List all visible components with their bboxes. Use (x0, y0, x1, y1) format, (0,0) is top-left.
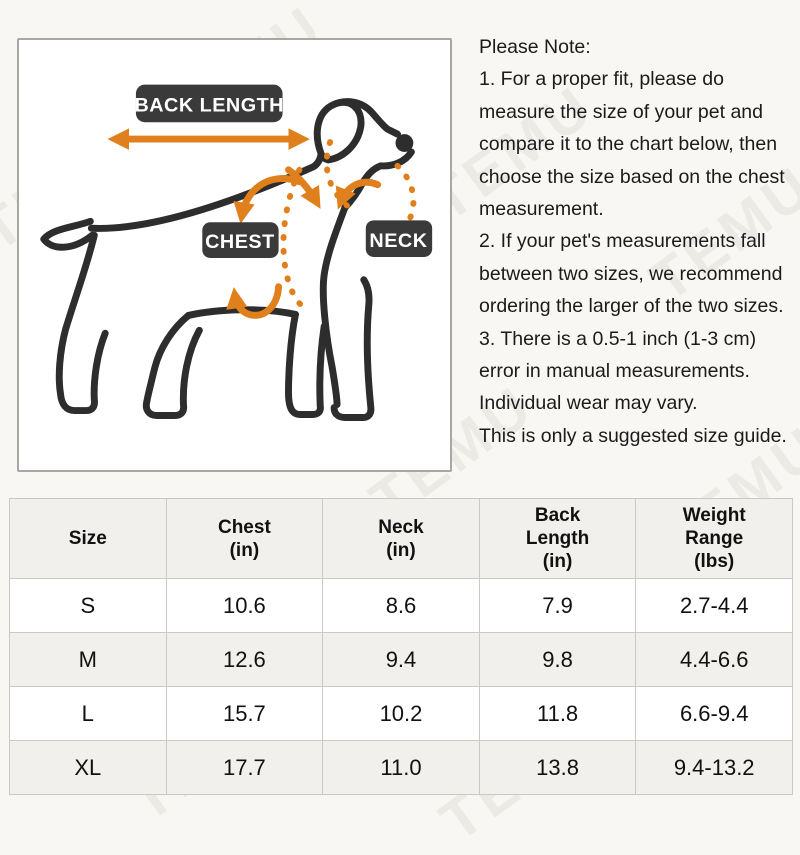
note-item: 3. There is a 0.5-1 inch (1-3 cm) error … (479, 327, 757, 383)
column-header-size: Size (9, 498, 167, 579)
note-item: 2. If your pet's measurements fall betwe… (479, 230, 784, 318)
dog-front-leg-far (285, 310, 328, 418)
column-header-back-length: Back Length (in) (478, 498, 637, 579)
neck-label-bg (365, 220, 433, 257)
dog-tail (40, 217, 96, 251)
chest-girth-dashed-line (280, 166, 306, 310)
dog-back (87, 150, 325, 232)
neck-label: NECK (369, 230, 427, 252)
back-length-label: BACK LENGTH (134, 94, 284, 116)
dog-rear-leg-near (142, 311, 203, 419)
cell-chest: 15.7 (165, 686, 324, 741)
cell-size: XL (9, 740, 167, 795)
column-header-chest: Chest (in) (165, 498, 324, 579)
back-length-label-bg (135, 84, 283, 123)
table-row: S 10.6 8.6 7.9 2.7-4.4 (9, 578, 793, 633)
cell-weight: 4.4-6.6 (635, 632, 793, 687)
chest-label: CHEST (205, 231, 275, 253)
chest-arrow-top (233, 175, 303, 224)
neck-arrow (335, 178, 382, 210)
chest-label-bg (202, 222, 279, 258)
size-chart-table: Size Chest (in) Neck (in) Back Length (i… (9, 498, 793, 795)
cell-chest: 17.7 (165, 740, 324, 795)
cell-back-length: 9.8 (478, 632, 637, 687)
table-header-row: Size Chest (in) Neck (in) Back Length (i… (9, 498, 793, 579)
cell-neck: 10.2 (322, 686, 480, 741)
cell-back-length: 13.8 (478, 740, 637, 795)
dog-jaw (341, 148, 415, 211)
measure-dashed-lines (280, 139, 417, 310)
column-header-weight-range: Weight Range (lbs) (635, 498, 793, 579)
dog-chest-front (319, 203, 349, 409)
dog-outline (40, 98, 415, 421)
dog-rear-leg-far (55, 231, 109, 415)
cell-weight: 9.4-13.2 (635, 740, 793, 795)
table-row: XL 17.7 11.0 13.8 9.4-13.2 (9, 740, 793, 795)
dog-ear (313, 99, 365, 164)
diagram-labels: BACK LENGTH CHEST NECK (134, 84, 433, 258)
chest-arrow-bottom (226, 283, 283, 319)
cell-neck: 9.4 (322, 632, 480, 687)
dog-measurement-illustration: BACK LENGTH CHEST NECK (40, 84, 433, 421)
notes-block: Please Note: 1. For a proper fit, please… (479, 31, 798, 452)
cell-back-length: 11.8 (478, 686, 637, 741)
note-item: This is only a suggested size guide. (479, 424, 787, 447)
cell-weight: 6.6-9.4 (635, 686, 793, 741)
dog-front-leg-near (330, 276, 375, 421)
notes-title: Please Note: (479, 36, 591, 58)
note-item: Individual wear may vary. (479, 392, 698, 415)
cell-chest: 12.6 (165, 632, 324, 687)
cell-size: S (9, 578, 167, 633)
column-header-neck: Neck (in) (322, 498, 480, 579)
cell-size: L (9, 686, 167, 741)
measure-arrows (107, 128, 382, 319)
withers-arrow (285, 166, 321, 209)
cell-back-length: 7.9 (478, 578, 637, 633)
dog-nose (395, 134, 414, 152)
neck-girth-dashed-line-right (394, 162, 417, 221)
cell-size: M (9, 632, 167, 687)
cell-neck: 8.6 (322, 578, 480, 633)
cell-neck: 11.0 (322, 740, 480, 795)
table-row: L 15.7 10.2 11.8 6.6-9.4 (9, 686, 793, 741)
cell-weight: 2.7-4.4 (635, 578, 793, 633)
table-row: M 12.6 9.4 9.8 4.4-6.6 (9, 632, 793, 687)
note-item: 1. For a proper fit, please do measure t… (479, 68, 785, 221)
cell-chest: 10.6 (165, 578, 324, 633)
measurement-diagram-card: BACK LENGTH CHEST NECK (17, 38, 452, 472)
